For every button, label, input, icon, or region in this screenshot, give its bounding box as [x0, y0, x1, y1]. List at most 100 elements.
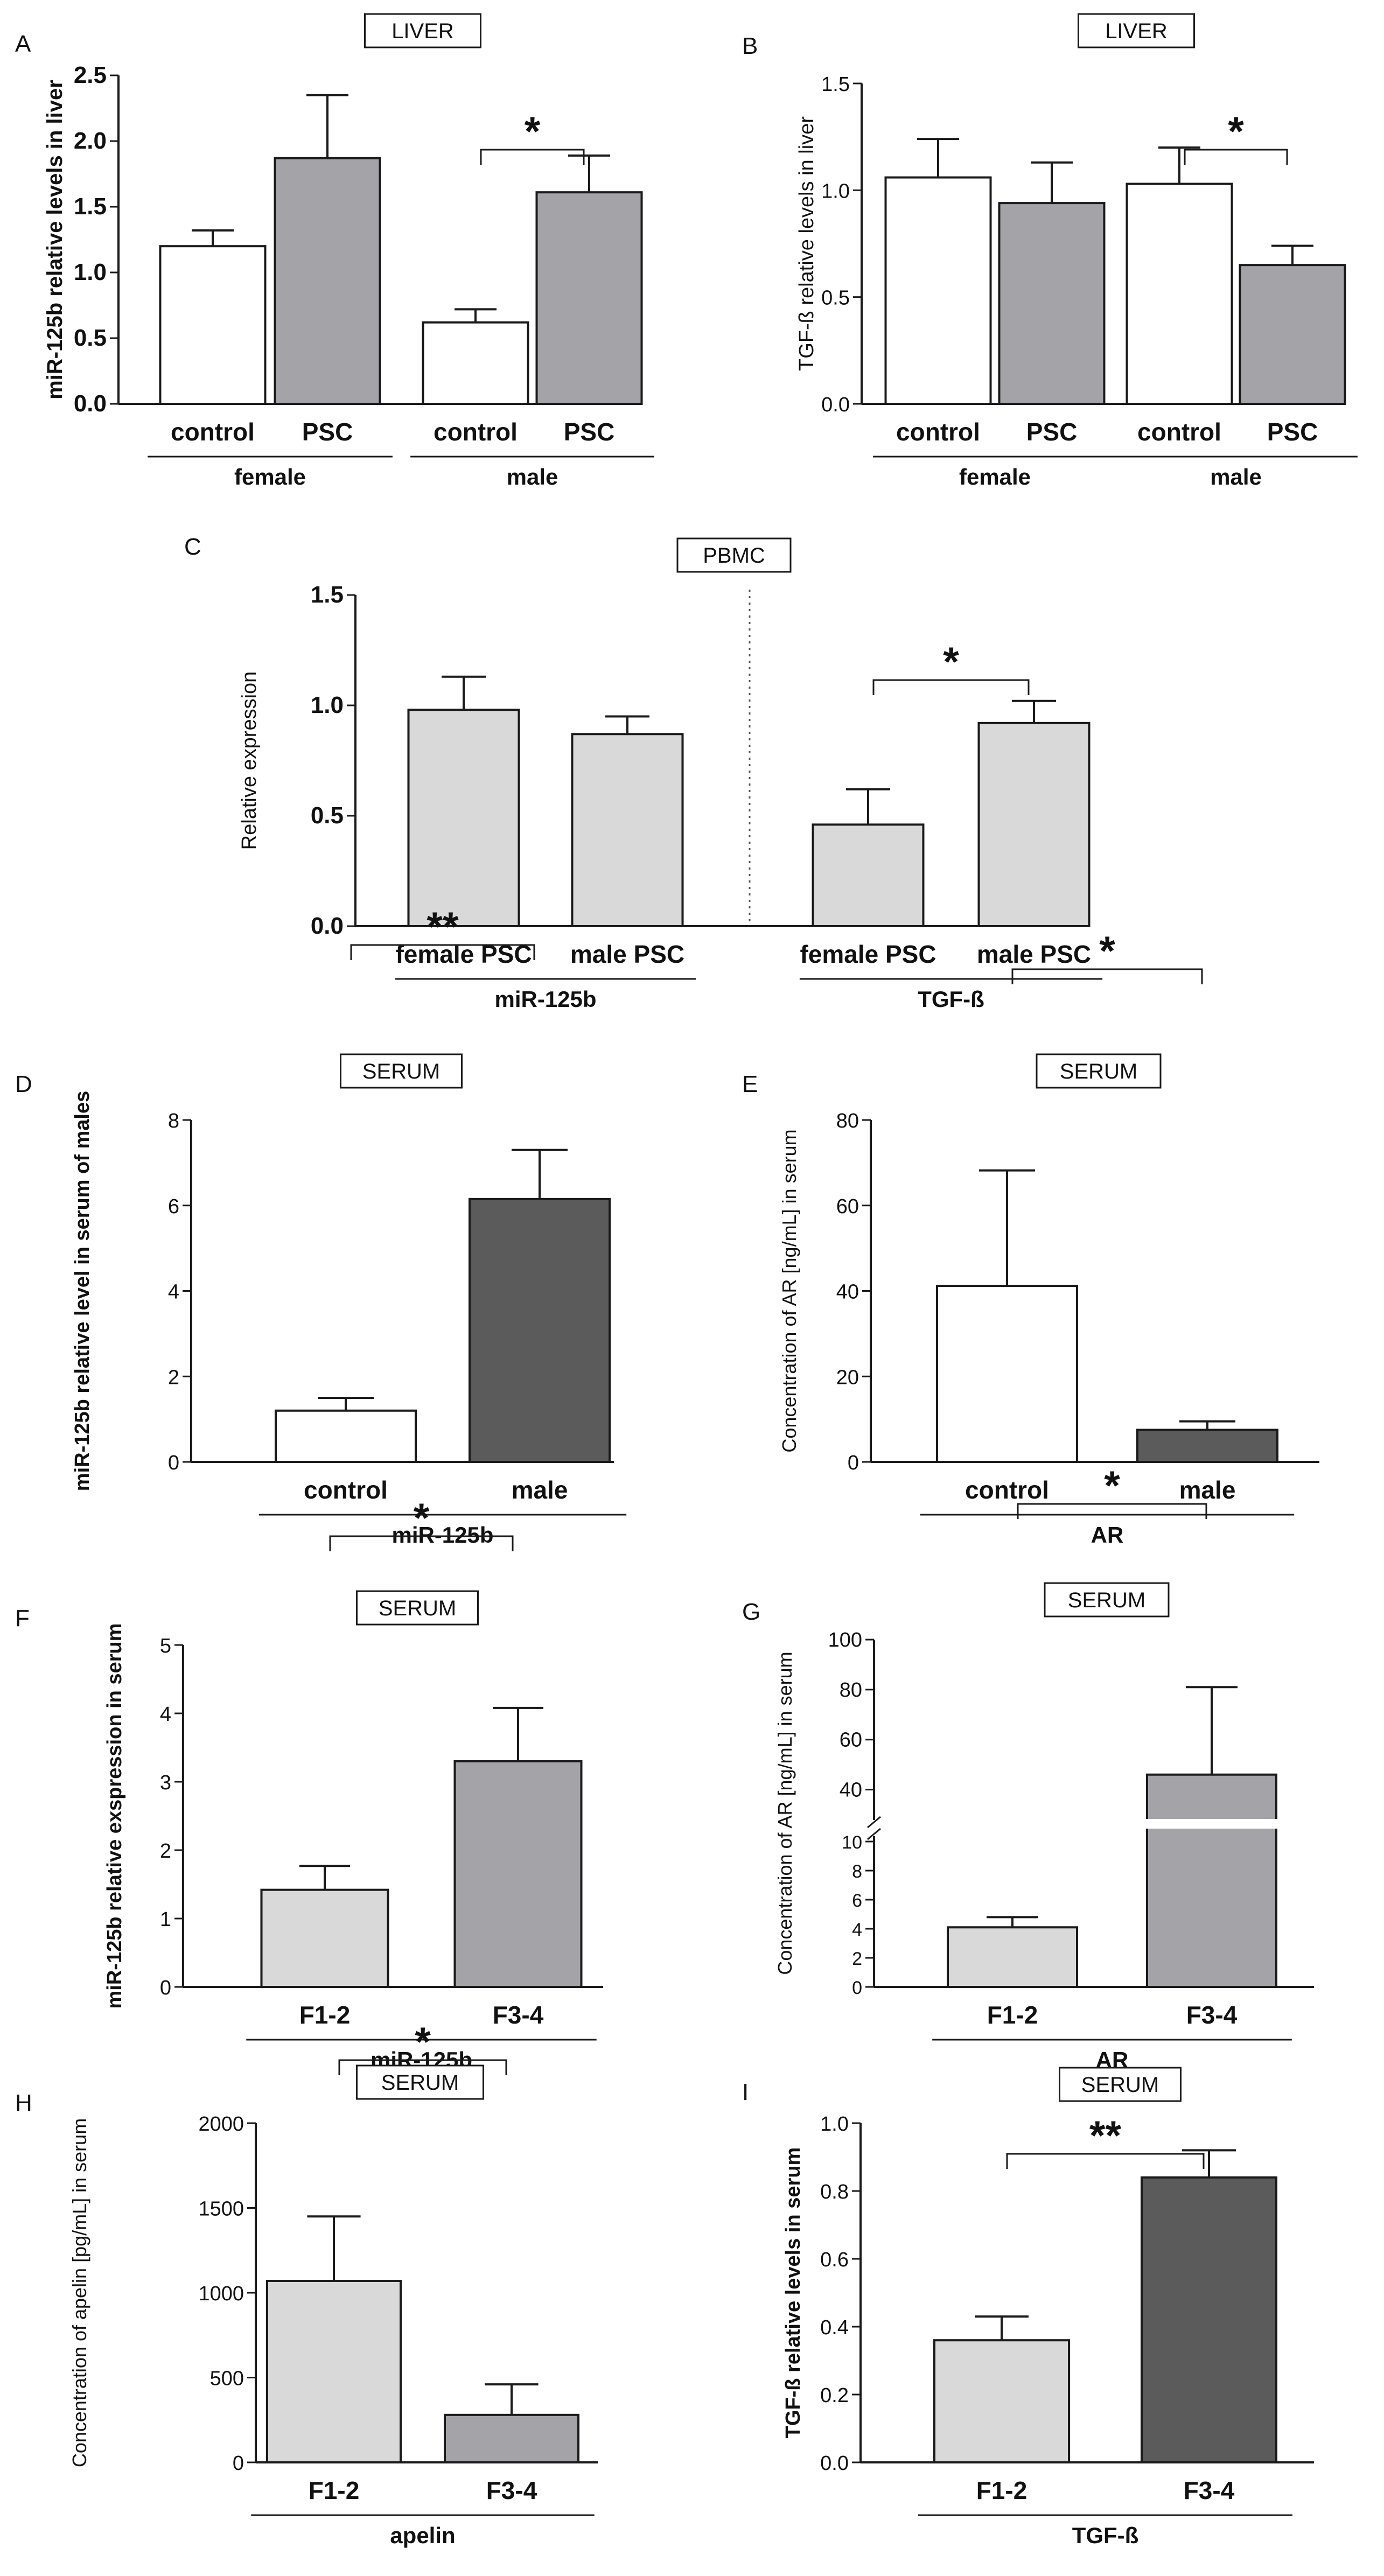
x-category-label: female PSC	[800, 940, 936, 968]
x-category-label: male	[512, 1476, 568, 1504]
panel-title: SERUM	[1060, 1060, 1137, 1083]
y-axis: 0 500 1000 1500 2000	[198, 2113, 257, 2475]
bar-control	[936, 1284, 1078, 1464]
y-tick-label: 80	[836, 1110, 859, 1132]
x-category-label: control	[304, 1476, 388, 1504]
y-tick-label: 1000	[198, 2283, 244, 2305]
y-tick-label: 0.0	[820, 2452, 849, 2475]
panel-letter: C	[184, 534, 201, 560]
bar-psc	[535, 191, 643, 405]
title-box	[364, 13, 481, 48]
y-tick-label: 8	[852, 1861, 862, 1882]
significance-star: *	[1104, 1463, 1120, 1509]
y-axis-label: TGF-ß relative levels in serum	[782, 2147, 805, 2439]
panel-c: C PBMC 0.0 0.5 1.0 1.5 Relative expression fema…	[184, 534, 1103, 1012]
axis-break-gap	[1146, 1819, 1277, 1829]
bar-f3-4	[444, 2413, 579, 2463]
panel-f: F SERUM 0 1 2 3 4 5 miR-125b relative exspressio…	[15, 1495, 603, 2073]
bar-control	[884, 176, 992, 405]
significance-bracket	[1006, 2153, 1205, 2169]
x-category-label: F1-2	[309, 2476, 360, 2504]
group-label: TGF-ß	[1072, 2523, 1139, 2548]
x-category-label: PSC	[302, 418, 353, 446]
panel-letter: B	[742, 33, 758, 59]
x-category-label: PSC	[564, 418, 615, 446]
panel-title: LIVER	[392, 19, 454, 43]
title-box	[1036, 1053, 1162, 1089]
y-tick-label: 1500	[198, 2198, 244, 2221]
bar-female-psc	[812, 823, 925, 928]
bar-male	[1136, 1429, 1278, 1463]
bar-f1-2	[260, 1888, 389, 1988]
x-category-label: male	[1179, 1476, 1236, 1504]
y-axis-label: miR-125b relative levels in liver	[43, 80, 67, 400]
y-tick-label: 6	[168, 1195, 179, 1218]
y-axis: 0.0 0.5 1.0 1.5 2.0 2.5	[74, 62, 120, 417]
y-axis-label: Concentration of AR [ng/mL] in serum	[774, 1651, 796, 1975]
y-axis: 0.0 0.5 1.0 1.5	[821, 73, 863, 416]
y-tick-label: 500	[210, 2368, 244, 2390]
significance-star: *	[1228, 109, 1244, 155]
y-tick-label: 0.5	[821, 287, 850, 310]
x-category-label: male PSC	[977, 940, 1091, 968]
y-axis: 0.0 0.2 0.4 0.6 0.8 1.0	[820, 2113, 862, 2475]
panel-title: PBMC	[703, 544, 765, 568]
group-label: male	[1210, 464, 1262, 489]
title-box	[1059, 2067, 1182, 2102]
group-label: apelin	[390, 2523, 455, 2548]
bar-f1-2	[933, 2339, 1070, 2464]
group-label: miR-125b	[494, 986, 596, 1012]
axis-break-mark	[867, 1816, 881, 1829]
y-tick-label: 4	[160, 1703, 171, 1726]
bar-control	[159, 245, 267, 405]
x-category-label: F3-4	[1184, 2476, 1235, 2504]
panel-i: I SERUM 0.0 0.2 0.4 0.6 0.8 1.0 TGF-ß relative l…	[742, 2067, 1314, 2548]
y-tick-label: 0	[233, 2452, 244, 2475]
group-label: male	[507, 464, 558, 489]
y-tick-label: 1	[160, 1908, 171, 1931]
y-axis: 0 2 4 6 8 10 40 60 80 100	[828, 1629, 881, 1998]
x-category-label: male PSC	[570, 940, 684, 968]
bar-f3-4	[1141, 2176, 1277, 2464]
significance-bracket	[872, 679, 1030, 695]
bar-f3-4	[1146, 1773, 1277, 1989]
y-tick-label: 0	[168, 1452, 179, 1474]
group-label: TGF-ß	[918, 986, 984, 1012]
panel-letter: E	[742, 1071, 758, 1097]
y-tick-label: 0.2	[820, 2384, 849, 2407]
significance-star: **	[427, 904, 459, 950]
group-label: miR-125b	[392, 1522, 493, 1548]
panel-h: H SERUM 0 500 1000 1500 2000 Concentration of a…	[15, 2019, 598, 2548]
bar-psc	[1239, 264, 1346, 405]
y-tick-label: 0.6	[820, 2249, 849, 2271]
y-tick-label: 1.0	[74, 259, 107, 285]
y-axis-label: miR-125b relative level in serum of male…	[71, 1091, 94, 1491]
y-tick-label: 2	[852, 1949, 862, 1969]
significance-star: *	[525, 109, 541, 155]
bar-control	[422, 321, 529, 405]
panel-g: G SERUM 0 2 4 6 8 10 40 60 80 100 Concentration of A…	[742, 1463, 1314, 2073]
panel-letter: D	[15, 1071, 32, 1097]
significance-star: *	[415, 2019, 431, 2065]
bar-f1-2	[947, 1926, 1078, 1989]
significance-star: **	[1089, 2113, 1122, 2159]
y-tick-label: 20	[836, 1366, 859, 1389]
x-category-label: PSC	[1267, 418, 1318, 446]
x-category-label: control	[1137, 418, 1221, 446]
group-label: female	[959, 464, 1031, 489]
title-box	[1078, 13, 1195, 48]
y-tick-label: 0.0	[821, 394, 850, 416]
title-box	[1044, 1582, 1170, 1618]
group-label: AR	[1091, 1522, 1124, 1548]
panel-letter: G	[742, 1599, 760, 1625]
x-category-label: control	[171, 418, 255, 446]
x-category-label: control	[434, 418, 518, 446]
y-tick-label: 1.0	[821, 180, 850, 202]
bar-male	[469, 1198, 611, 1463]
panel-title: SERUM	[362, 1060, 440, 1083]
y-tick-label: 0	[852, 1978, 862, 1998]
panel-title: SERUM	[1081, 2073, 1159, 2097]
x-category-label: F1-2	[299, 2001, 351, 2029]
